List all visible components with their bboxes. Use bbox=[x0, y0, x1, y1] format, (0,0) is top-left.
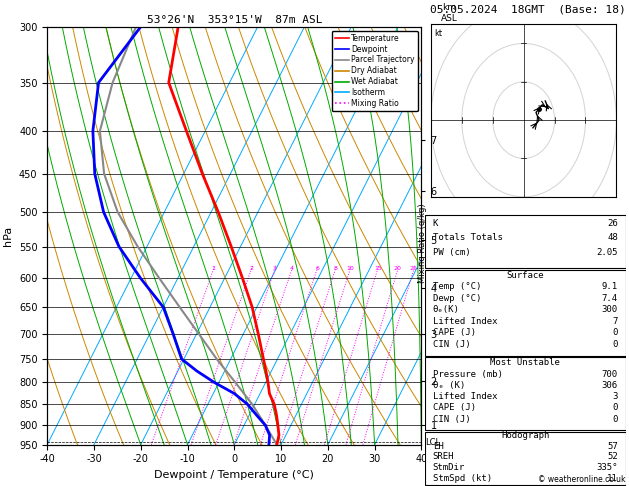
Text: 2: 2 bbox=[250, 266, 253, 271]
Text: 1: 1 bbox=[212, 266, 216, 271]
Text: CIN (J): CIN (J) bbox=[433, 415, 470, 424]
Text: StmSpd (kt): StmSpd (kt) bbox=[433, 474, 492, 484]
Text: Most Unstable: Most Unstable bbox=[490, 358, 560, 367]
Text: EH: EH bbox=[433, 442, 443, 451]
Text: 0: 0 bbox=[613, 328, 618, 337]
Text: StmDir: StmDir bbox=[433, 464, 465, 472]
Text: 10: 10 bbox=[347, 266, 354, 271]
Text: Hodograph: Hodograph bbox=[501, 431, 549, 440]
Title: 53°26'N  353°15'W  87m ASL: 53°26'N 353°15'W 87m ASL bbox=[147, 15, 322, 25]
Text: θₑ (K): θₑ (K) bbox=[433, 381, 465, 390]
Text: Totals Totals: Totals Totals bbox=[433, 233, 503, 243]
Text: Dewp (°C): Dewp (°C) bbox=[433, 294, 481, 303]
Text: 6: 6 bbox=[315, 266, 319, 271]
Text: 0: 0 bbox=[613, 403, 618, 412]
Text: 2.05: 2.05 bbox=[596, 248, 618, 257]
Text: 57: 57 bbox=[607, 442, 618, 451]
Text: 306: 306 bbox=[602, 381, 618, 390]
Text: 4: 4 bbox=[290, 266, 294, 271]
Text: 700: 700 bbox=[602, 370, 618, 379]
Text: 26: 26 bbox=[607, 219, 618, 228]
Text: Lifted Index: Lifted Index bbox=[433, 392, 497, 401]
Text: CIN (J): CIN (J) bbox=[433, 340, 470, 348]
Text: km
ASL: km ASL bbox=[441, 3, 458, 22]
Text: SREH: SREH bbox=[433, 452, 454, 461]
Text: Surface: Surface bbox=[506, 271, 544, 280]
Text: 7.4: 7.4 bbox=[602, 294, 618, 303]
Legend: Temperature, Dewpoint, Parcel Trajectory, Dry Adiabat, Wet Adiabat, Isotherm, Mi: Temperature, Dewpoint, Parcel Trajectory… bbox=[332, 31, 418, 111]
Text: CAPE (J): CAPE (J) bbox=[433, 403, 476, 412]
Text: 48: 48 bbox=[607, 233, 618, 243]
Text: 52: 52 bbox=[607, 452, 618, 461]
Text: θₑ(K): θₑ(K) bbox=[433, 305, 460, 314]
Text: 3: 3 bbox=[613, 392, 618, 401]
Text: PW (cm): PW (cm) bbox=[433, 248, 470, 257]
Text: 3: 3 bbox=[273, 266, 277, 271]
X-axis label: Dewpoint / Temperature (°C): Dewpoint / Temperature (°C) bbox=[154, 470, 314, 480]
Text: 0: 0 bbox=[613, 415, 618, 424]
Bar bbox=[425, 432, 626, 485]
Text: Lifted Index: Lifted Index bbox=[433, 316, 497, 326]
Text: K: K bbox=[433, 219, 438, 228]
Text: LCL: LCL bbox=[425, 437, 440, 447]
Text: 335°: 335° bbox=[596, 464, 618, 472]
Text: CAPE (J): CAPE (J) bbox=[433, 328, 476, 337]
Bar bbox=[425, 215, 626, 268]
Text: kt: kt bbox=[435, 30, 443, 38]
Text: 20: 20 bbox=[394, 266, 402, 271]
Bar bbox=[425, 270, 626, 356]
Text: 8: 8 bbox=[333, 266, 338, 271]
Text: 0: 0 bbox=[613, 340, 618, 348]
Text: 7: 7 bbox=[613, 316, 618, 326]
Y-axis label: hPa: hPa bbox=[3, 226, 13, 246]
Text: Temp (°C): Temp (°C) bbox=[433, 282, 481, 291]
Text: 11: 11 bbox=[607, 474, 618, 484]
Text: 05.05.2024  18GMT  (Base: 18): 05.05.2024 18GMT (Base: 18) bbox=[430, 5, 626, 15]
Text: Mixing Ratio (g/kg): Mixing Ratio (g/kg) bbox=[418, 203, 427, 283]
Text: 9.1: 9.1 bbox=[602, 282, 618, 291]
Text: 25: 25 bbox=[410, 266, 418, 271]
Bar bbox=[425, 357, 626, 430]
Text: 300: 300 bbox=[602, 305, 618, 314]
Text: Pressure (mb): Pressure (mb) bbox=[433, 370, 503, 379]
Text: © weatheronline.co.uk: © weatheronline.co.uk bbox=[538, 474, 626, 484]
Text: 15: 15 bbox=[374, 266, 382, 271]
